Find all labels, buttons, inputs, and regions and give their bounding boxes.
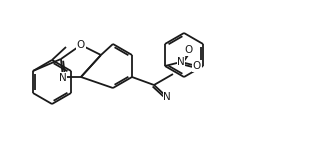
Text: N: N	[163, 92, 171, 102]
Text: O: O	[77, 40, 85, 50]
Text: N: N	[59, 73, 67, 83]
Text: O: O	[193, 61, 201, 71]
Text: N: N	[177, 57, 185, 67]
Text: O: O	[185, 45, 193, 55]
